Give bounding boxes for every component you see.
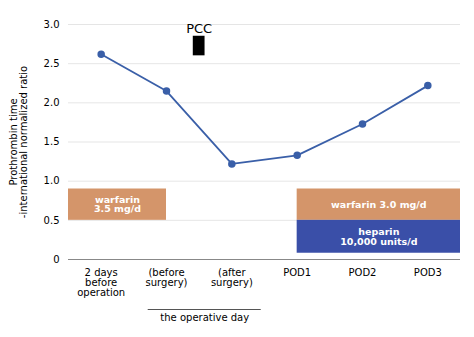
svg-text:Prothrombin time-international: Prothrombin time-international normalize… <box>8 66 29 218</box>
svg-text:2.0: 2.0 <box>44 97 60 108</box>
svg-text:POD1: POD1 <box>283 267 311 278</box>
svg-text:2 daysbeforeoperation: 2 daysbeforeoperation <box>77 267 125 298</box>
svg-text:(beforesurgery): (beforesurgery) <box>146 267 188 288</box>
svg-text:(aftersurgery): (aftersurgery) <box>211 267 253 288</box>
svg-text:the operative day: the operative day <box>160 312 249 323</box>
svg-text:POD2: POD2 <box>349 267 377 278</box>
svg-text:1.0: 1.0 <box>44 175 60 186</box>
svg-text:2.5: 2.5 <box>44 58 60 69</box>
svg-text:warfarin3.5 mg/d: warfarin3.5 mg/d <box>94 194 141 215</box>
svg-text:3.0: 3.0 <box>44 19 60 30</box>
svg-text:heparin10,000 units/d: heparin10,000 units/d <box>340 226 417 247</box>
svg-text:0: 0 <box>53 254 59 265</box>
svg-text:warfarin 3.0 mg/d: warfarin 3.0 mg/d <box>331 199 427 210</box>
svg-text:POD3: POD3 <box>414 267 442 278</box>
svg-text:PCC: PCC <box>186 21 212 36</box>
svg-text:0.5: 0.5 <box>44 215 60 226</box>
svg-text:1.5: 1.5 <box>44 136 60 147</box>
